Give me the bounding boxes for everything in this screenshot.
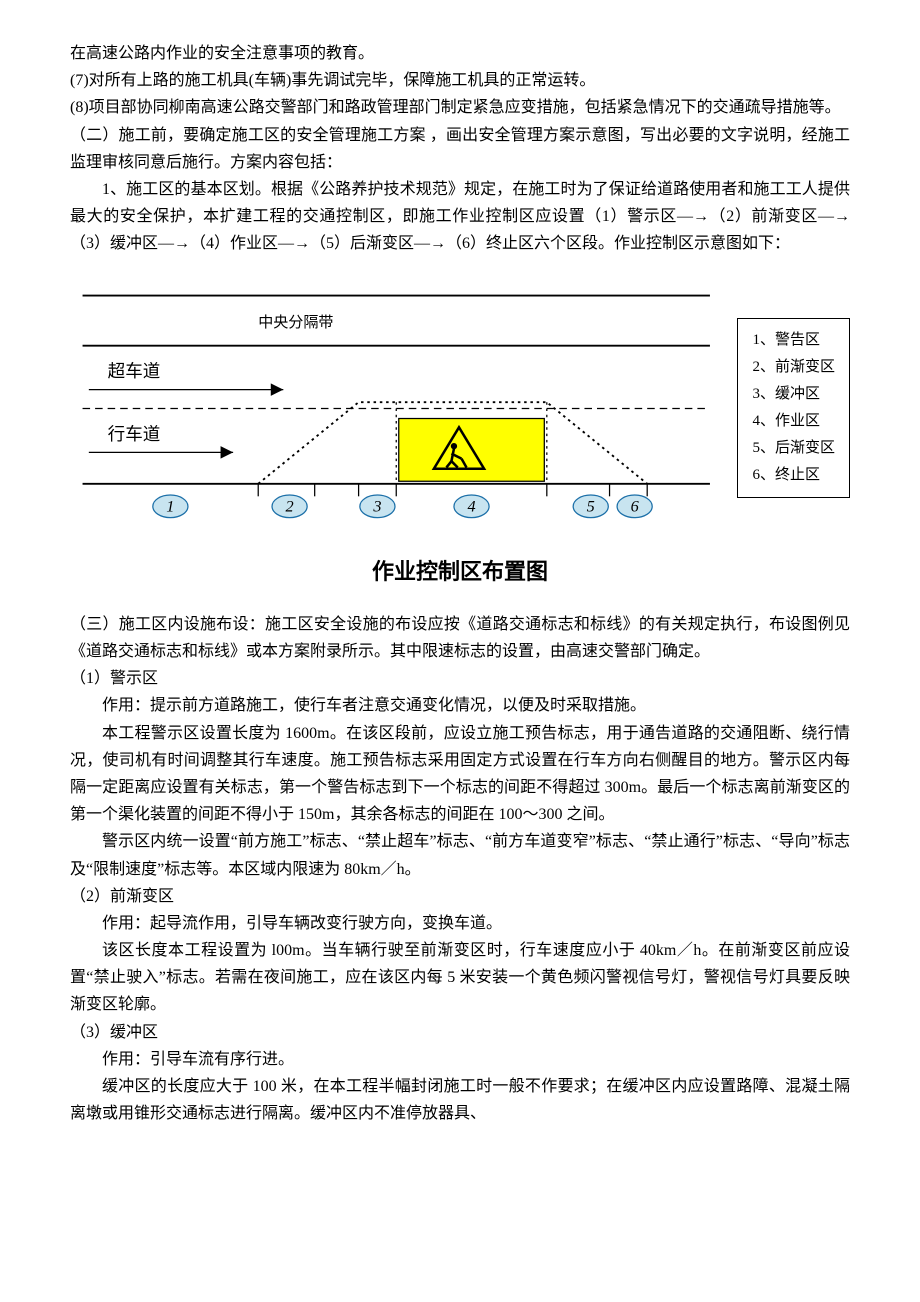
svg-text:2: 2 — [286, 496, 294, 515]
paragraph: 作用：引导车流有序行进。 — [70, 1046, 850, 1073]
diagram-title: 作业控制区布置图 — [70, 553, 850, 590]
paragraph: （三）施工区内设施布设：施工区安全设施的布设应按《道路交通标志和标线》的有关规定… — [70, 611, 850, 665]
paragraph: 本工程警示区设置长度为 1600m。在该区段前，应设立施工预告标志，用于通告道路… — [70, 720, 850, 829]
lane-fast-label: 超车道 — [108, 361, 161, 381]
zone-diagram-svg: 中央分隔带 超车道 行车道 — [70, 283, 722, 534]
svg-text:3: 3 — [372, 496, 381, 515]
paragraph: 作用：提示前方道路施工，使行车者注意交通变化情况，以便及时采取措施。 — [70, 692, 850, 719]
paragraph: 1、施工区的基本区划。根据《公路养护技术规范》规定，在施工时为了保证给道路使用者… — [70, 176, 850, 258]
median-label: 中央分隔带 — [258, 313, 333, 330]
svg-text:1: 1 — [166, 496, 174, 515]
zone-legend: 1、警告区 2、前渐变区 3、缓冲区 4、作业区 5、后渐变区 6、终止区 — [737, 318, 850, 498]
zone-heading: （1）警示区 — [70, 665, 850, 692]
legend-item: 4、作业区 — [752, 408, 835, 435]
legend-item: 3、缓冲区 — [752, 381, 835, 408]
paragraph: （二）施工前，要确定施工区的安全管理施工方案 ，画出安全管理方案示意图，写出必要… — [70, 122, 850, 176]
svg-text:5: 5 — [587, 496, 595, 515]
paragraph: 该区长度本工程设置为 l00m。当车辆行驶至前渐变区时，行车速度应小于 40km… — [70, 937, 850, 1019]
legend-item: 2、前渐变区 — [752, 354, 835, 381]
lane-drive-label: 行车道 — [108, 423, 161, 443]
zone-heading: （3）缓冲区 — [70, 1019, 850, 1046]
zone-markers: 1 2 3 4 5 6 — [153, 495, 652, 518]
legend-item: 5、后渐变区 — [752, 435, 835, 462]
legend-item: 1、警告区 — [752, 327, 835, 354]
legend-item: 6、终止区 — [752, 462, 835, 489]
paragraph: (8)项目部协同柳南高速公路交警部门和路政管理部门制定紧急应变措施，包括紧急情况… — [70, 94, 850, 121]
svg-text:4: 4 — [467, 496, 475, 515]
paragraph: 在高速公路内作业的安全注意事项的教育。 — [70, 40, 850, 67]
paragraph: (7)对所有上路的施工机具(车辆)事先调试完毕，保障施工机具的正常运转。 — [70, 67, 850, 94]
svg-text:6: 6 — [631, 496, 640, 515]
paragraph: 警示区内统一设置“前方施工”标志、“禁止超车”标志、“前方车道变窄”标志、“禁止… — [70, 828, 850, 882]
paragraph: 缓冲区的长度应大于 100 米，在本工程半幅封闭施工时一般不作要求；在缓冲区内应… — [70, 1073, 850, 1127]
paragraph: 作用：起导流作用，引导车辆改变行驶方向，变换车道。 — [70, 910, 850, 937]
zone-heading: （2）前渐变区 — [70, 883, 850, 910]
zone-diagram: 中央分隔带 超车道 行车道 — [70, 283, 850, 534]
